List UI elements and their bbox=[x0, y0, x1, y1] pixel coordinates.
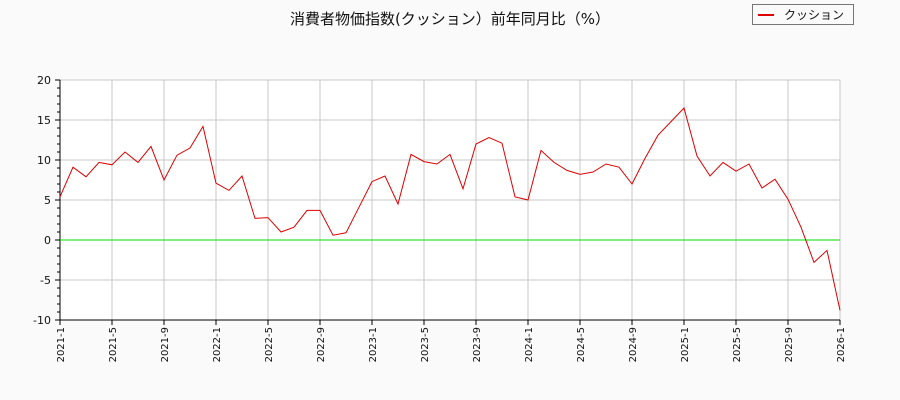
x-tick-label: 2022-5 bbox=[264, 327, 275, 362]
x-tick-label: 2024-5 bbox=[576, 327, 587, 362]
x-tick-label: 2025-5 bbox=[732, 327, 743, 362]
series-line-cushion bbox=[59, 107, 841, 311]
x-tick-label: 2021-9 bbox=[160, 327, 171, 362]
x-tick-label: 2022-1 bbox=[212, 327, 223, 362]
x-tick-label: 2023-9 bbox=[472, 327, 483, 362]
chart-title: 消費者物価指数(クッション）前年同月比（%） bbox=[289, 10, 611, 28]
x-tick-label: 2021-5 bbox=[108, 327, 119, 362]
x-tick-label: 2024-9 bbox=[628, 327, 639, 362]
y-tick-label: 10 bbox=[37, 154, 51, 167]
y-tick-label: 5 bbox=[44, 194, 51, 207]
x-tick-label: 2026-1 bbox=[836, 327, 847, 362]
x-tick-label: 2025-9 bbox=[784, 327, 795, 362]
y-axis-ticks: -10 -5 0 5 10 15 20 bbox=[33, 74, 60, 327]
y-tick-label: 20 bbox=[37, 74, 51, 87]
y-tick-label: -5 bbox=[40, 274, 51, 287]
x-tick-label: 2021-1 bbox=[56, 327, 67, 362]
y-tick-label: -10 bbox=[33, 314, 51, 327]
x-tick-label: 2025-1 bbox=[680, 327, 691, 362]
x-axis-ticks: 2021-1 2021-5 2021-9 2022-1 2022-5 2022-9 2023… bbox=[56, 320, 847, 362]
legend: クッション bbox=[752, 4, 854, 25]
legend-swatch-icon bbox=[758, 13, 774, 16]
x-tick-label: 2024-1 bbox=[524, 327, 535, 362]
x-tick-label: 2022-9 bbox=[316, 327, 327, 362]
x-tick-label: 2023-1 bbox=[368, 327, 379, 362]
legend-label: クッション bbox=[784, 8, 845, 22]
y-tick-label: 15 bbox=[37, 114, 51, 127]
y-tick-label: 0 bbox=[44, 234, 51, 247]
x-tick-label: 2023-5 bbox=[420, 327, 431, 362]
